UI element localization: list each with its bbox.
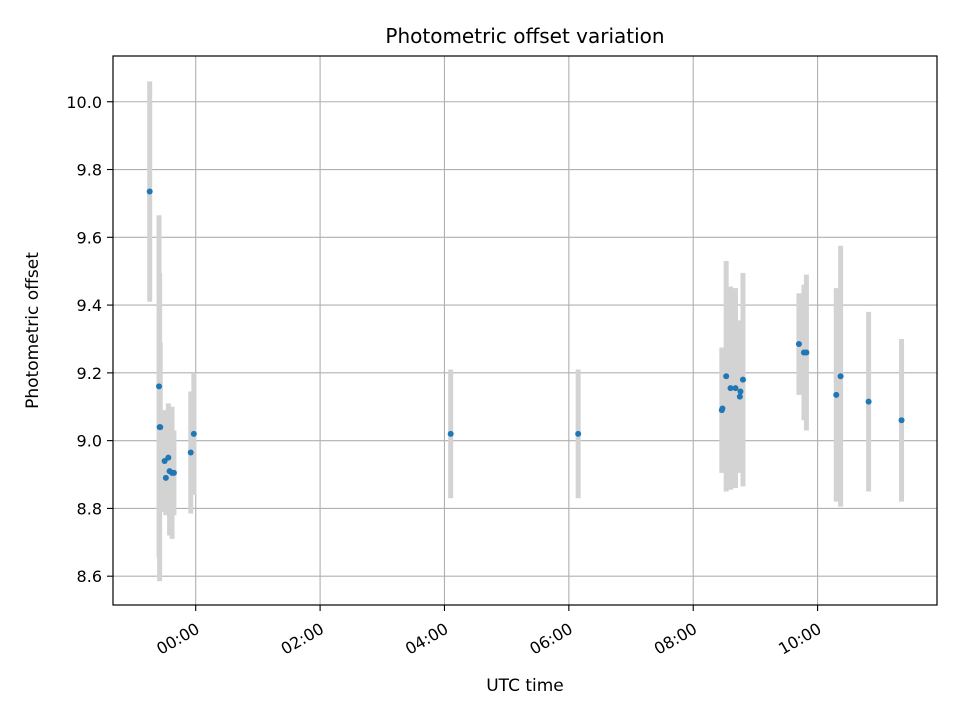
- y-tick-label: 9.8: [77, 161, 102, 180]
- y-tick-label: 9.2: [77, 364, 102, 383]
- data-point: [187, 449, 194, 456]
- data-point: [723, 373, 730, 380]
- data-point: [737, 388, 744, 395]
- y-tick-label: 8.8: [77, 499, 102, 518]
- chart-title: Photometric offset variation: [385, 24, 664, 48]
- data-point: [803, 349, 810, 356]
- y-axis-title: Photometric offset: [23, 252, 43, 409]
- data-point: [575, 430, 582, 437]
- data-point: [719, 405, 726, 412]
- data-point: [837, 373, 844, 380]
- data-point: [165, 454, 172, 461]
- data-point: [727, 385, 734, 392]
- grid: [113, 56, 937, 605]
- data-point: [739, 376, 746, 383]
- data-point: [833, 391, 840, 398]
- data-point: [190, 430, 197, 437]
- y-axis-ticks: 8.6 8.8 9.0 9.2 9.4 9.6 9.8 10.0: [66, 93, 113, 586]
- data-point: [157, 424, 164, 431]
- x-axis-title: UTC time: [486, 676, 564, 696]
- data-point: [170, 469, 177, 476]
- y-tick-label: 8.6: [77, 567, 102, 586]
- data-point: [736, 393, 743, 400]
- y-tick-label: 9.0: [77, 432, 102, 451]
- data-point: [732, 385, 739, 392]
- data-point: [146, 188, 153, 195]
- data-point: [447, 430, 454, 437]
- data-point: [795, 341, 802, 348]
- y-tick-label: 9.4: [77, 296, 102, 315]
- y-tick-label: 9.6: [77, 228, 102, 247]
- y-tick-label: 10.0: [66, 93, 102, 112]
- data-point: [865, 398, 872, 405]
- data-point: [162, 474, 169, 481]
- data-point: [156, 383, 163, 390]
- data-point: [898, 417, 905, 424]
- plot-frame: [112, 55, 938, 606]
- data-points: [146, 188, 905, 481]
